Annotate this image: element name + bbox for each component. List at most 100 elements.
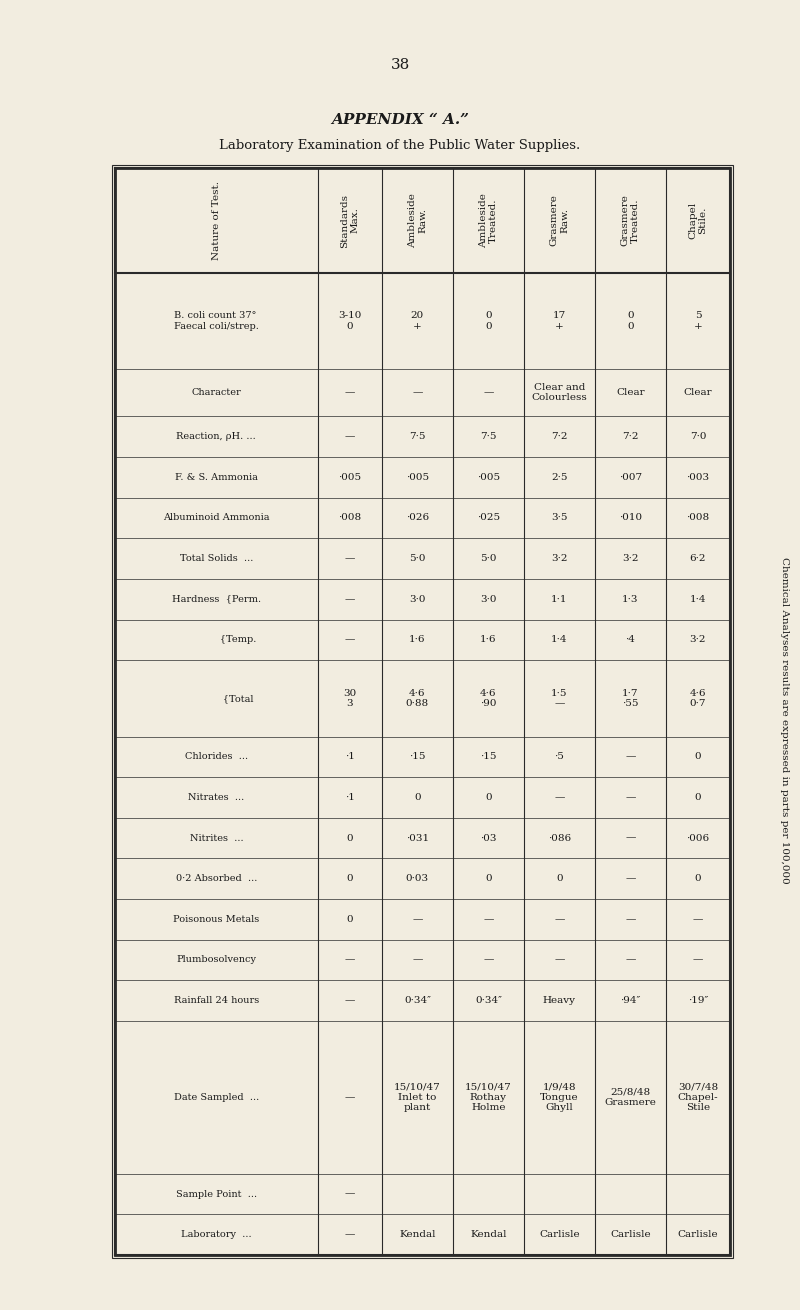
Text: Rainfall 24 hours: Rainfall 24 hours: [174, 996, 259, 1005]
Text: 1·6: 1·6: [480, 635, 497, 645]
Text: Carlisle: Carlisle: [678, 1230, 718, 1239]
Text: 3·2: 3·2: [551, 554, 568, 563]
Text: ·1: ·1: [345, 793, 354, 802]
Text: —: —: [554, 955, 565, 964]
Text: —: —: [345, 955, 355, 964]
Text: 4·6
·90: 4·6 ·90: [480, 689, 497, 709]
Text: 30
3: 30 3: [343, 689, 357, 709]
Text: 7·5: 7·5: [480, 432, 497, 441]
Text: —: —: [693, 955, 703, 964]
Text: ·03: ·03: [480, 833, 497, 842]
Text: Ambleside
Raw.: Ambleside Raw.: [408, 193, 427, 248]
Text: —: —: [345, 388, 355, 397]
Text: ·086: ·086: [548, 833, 571, 842]
Text: Date Sampled  ...: Date Sampled ...: [174, 1093, 259, 1102]
Text: 0: 0: [694, 874, 702, 883]
Text: —: —: [554, 914, 565, 924]
Text: 7·0: 7·0: [690, 432, 706, 441]
Text: 3·2: 3·2: [690, 635, 706, 645]
Text: 0·03: 0·03: [406, 874, 429, 883]
Text: Kendal: Kendal: [399, 1230, 436, 1239]
Text: Clear: Clear: [616, 388, 645, 397]
Text: 3·0: 3·0: [409, 595, 426, 604]
Text: 7·2: 7·2: [551, 432, 568, 441]
Text: —: —: [625, 955, 635, 964]
Text: —: —: [483, 955, 494, 964]
Text: 3·2: 3·2: [622, 554, 638, 563]
Text: ·031: ·031: [406, 833, 429, 842]
Text: Nitrates  ...: Nitrates ...: [188, 793, 245, 802]
Text: Chlorides  ...: Chlorides ...: [185, 752, 248, 761]
Text: —: —: [345, 1093, 355, 1102]
Text: 0: 0: [694, 793, 702, 802]
Text: 17
+: 17 +: [553, 312, 566, 330]
Text: 7·5: 7·5: [409, 432, 426, 441]
Text: Reaction, ρH. ...: Reaction, ρH. ...: [177, 432, 256, 441]
Text: —: —: [345, 432, 355, 441]
Text: Heavy: Heavy: [543, 996, 576, 1005]
Text: Clear and
Colourless: Clear and Colourless: [531, 383, 587, 402]
Text: 5·0: 5·0: [480, 554, 497, 563]
Text: 0·34″: 0·34″: [475, 996, 502, 1005]
Text: APPENDIX “ A.”: APPENDIX “ A.”: [331, 113, 469, 127]
Bar: [115, 168, 730, 1255]
Text: —: —: [693, 914, 703, 924]
Text: Clear: Clear: [683, 388, 712, 397]
Text: ·4: ·4: [626, 635, 635, 645]
Text: —: —: [345, 996, 355, 1005]
Text: —: —: [625, 793, 635, 802]
Text: Kendal: Kendal: [470, 1230, 506, 1239]
Text: 38: 38: [390, 58, 410, 72]
Text: Carlisle: Carlisle: [539, 1230, 580, 1239]
Text: Hardness  {Perm.: Hardness {Perm.: [172, 595, 261, 604]
Text: —: —: [345, 595, 355, 604]
Text: Plumbosolvency: Plumbosolvency: [176, 955, 256, 964]
Text: {Total: {Total: [179, 694, 254, 703]
Text: ·1: ·1: [345, 752, 354, 761]
Text: 0: 0: [346, 874, 353, 883]
Text: ·94″: ·94″: [620, 996, 641, 1005]
Text: 0: 0: [485, 874, 492, 883]
Text: Grasmere
Raw.: Grasmere Raw.: [550, 195, 569, 246]
Text: 1·3: 1·3: [622, 595, 638, 604]
Text: Total Solids  ...: Total Solids ...: [180, 554, 253, 563]
Text: ·005: ·005: [338, 473, 362, 482]
Text: 0
0: 0 0: [627, 312, 634, 330]
Text: 4·6
0·88: 4·6 0·88: [406, 689, 429, 709]
Text: 3·0: 3·0: [480, 595, 497, 604]
Text: 3·5: 3·5: [551, 514, 568, 523]
Text: Carlisle: Carlisle: [610, 1230, 650, 1239]
Bar: [112, 165, 733, 1258]
Text: Grasmere
Treated.: Grasmere Treated.: [621, 195, 640, 246]
Text: 7·2: 7·2: [622, 432, 638, 441]
Text: 15/10/47
Rothay
Holme: 15/10/47 Rothay Holme: [465, 1082, 512, 1112]
Text: ·005: ·005: [406, 473, 429, 482]
Text: Character: Character: [191, 388, 242, 397]
Text: {Temp.: {Temp.: [176, 635, 257, 645]
Text: —: —: [625, 914, 635, 924]
Text: 1·1: 1·1: [551, 595, 568, 604]
Text: 1·5
—: 1·5 —: [551, 689, 568, 709]
Text: ·008: ·008: [686, 514, 710, 523]
Text: Chapel
Stile.: Chapel Stile.: [688, 202, 707, 240]
Text: F. & S. Ammonia: F. & S. Ammonia: [175, 473, 258, 482]
Text: ·006: ·006: [686, 833, 710, 842]
Text: ·007: ·007: [618, 473, 642, 482]
Text: Chemical Analyses results are expressed in parts per 100,000: Chemical Analyses results are expressed …: [781, 557, 790, 883]
Text: —: —: [625, 874, 635, 883]
Text: Poisonous Metals: Poisonous Metals: [174, 914, 259, 924]
Text: 3-10
0: 3-10 0: [338, 312, 362, 330]
Text: —: —: [554, 793, 565, 802]
Text: —: —: [412, 914, 422, 924]
Text: Albuminoid Ammonia: Albuminoid Ammonia: [163, 514, 270, 523]
Text: 0: 0: [346, 833, 353, 842]
Text: 15/10/47
Inlet to
plant: 15/10/47 Inlet to plant: [394, 1082, 441, 1112]
Text: ·005: ·005: [477, 473, 500, 482]
Text: ·15: ·15: [409, 752, 426, 761]
Text: 2·5: 2·5: [551, 473, 568, 482]
Text: Laboratory Examination of the Public Water Supplies.: Laboratory Examination of the Public Wat…: [219, 139, 581, 152]
Text: —: —: [625, 752, 635, 761]
Text: Sample Point  ...: Sample Point ...: [176, 1189, 257, 1199]
Text: 1/9/48
Tongue
Ghyll: 1/9/48 Tongue Ghyll: [540, 1082, 578, 1112]
Text: 1·4: 1·4: [690, 595, 706, 604]
